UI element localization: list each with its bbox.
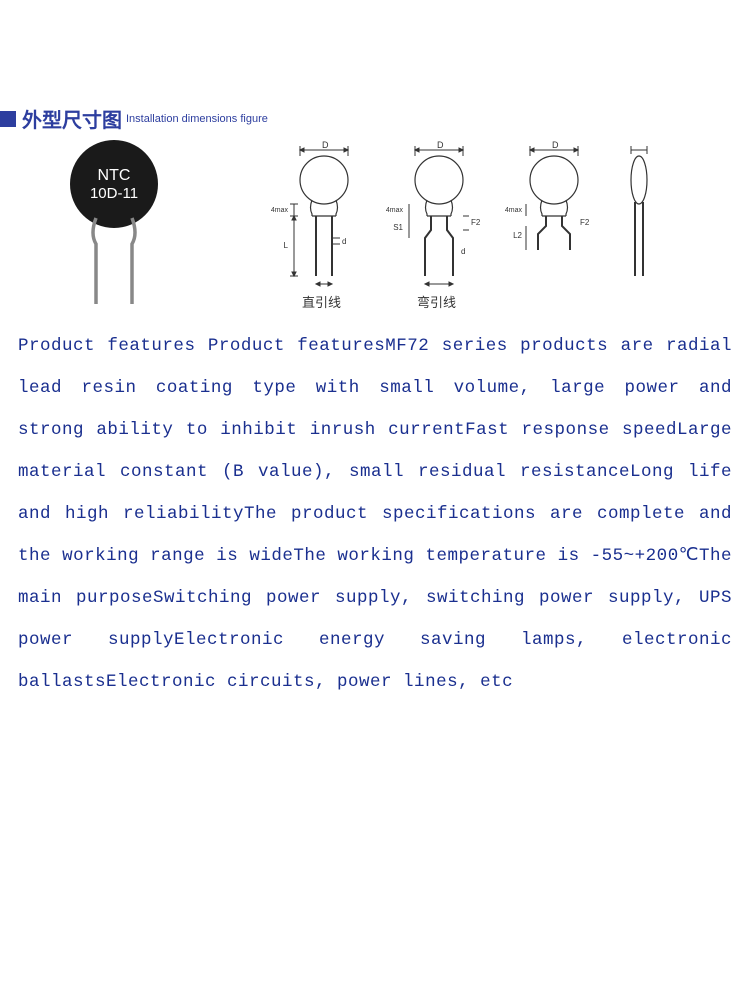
svg-text:4max: 4max — [386, 207, 404, 214]
svg-text:L2: L2 — [513, 231, 522, 240]
header-bullet-icon — [0, 111, 16, 127]
ntc-label-line1: NTC — [98, 167, 131, 184]
svg-text:d: d — [461, 247, 465, 256]
svg-text:F1: F1 — [320, 287, 330, 288]
diagram-label-2: 弯引线 — [417, 292, 456, 311]
diagram-group: D 4max — [264, 138, 679, 311]
diagram-straight: D 4max — [264, 138, 379, 311]
figure-row: NTC 10D-11 D — [0, 138, 750, 313]
svg-text:4max: 4max — [271, 207, 289, 214]
diagram-3: D 4max L2 F2 — [494, 138, 609, 288]
product-description: Product features Product featuresMF72 se… — [18, 325, 732, 703]
section-header: 外型尺寸图 Installation dimensions figure — [0, 104, 268, 133]
svg-text:F2: F2 — [471, 218, 481, 227]
svg-text:D: D — [322, 140, 329, 150]
svg-text:F2: F2 — [580, 218, 590, 227]
diagram-bent: D 4max S1 F2 d — [379, 138, 494, 311]
diagram-4 — [609, 138, 679, 288]
ntc-label-line2: 10D-11 — [90, 185, 138, 202]
diagram-label-1: 直引线 — [302, 292, 341, 311]
svg-text:S1: S1 — [393, 223, 403, 232]
svg-text:F1: F1 — [435, 287, 445, 288]
svg-text:d: d — [342, 237, 346, 246]
svg-text:L: L — [284, 241, 289, 250]
svg-text:D: D — [552, 140, 559, 150]
svg-text:4max: 4max — [505, 207, 523, 214]
svg-text:D: D — [437, 140, 444, 150]
header-title-cn: 外型尺寸图 — [22, 104, 122, 133]
ntc-component: NTC 10D-11 — [24, 138, 204, 313]
header-title-en: Installation dimensions figure — [126, 113, 268, 125]
